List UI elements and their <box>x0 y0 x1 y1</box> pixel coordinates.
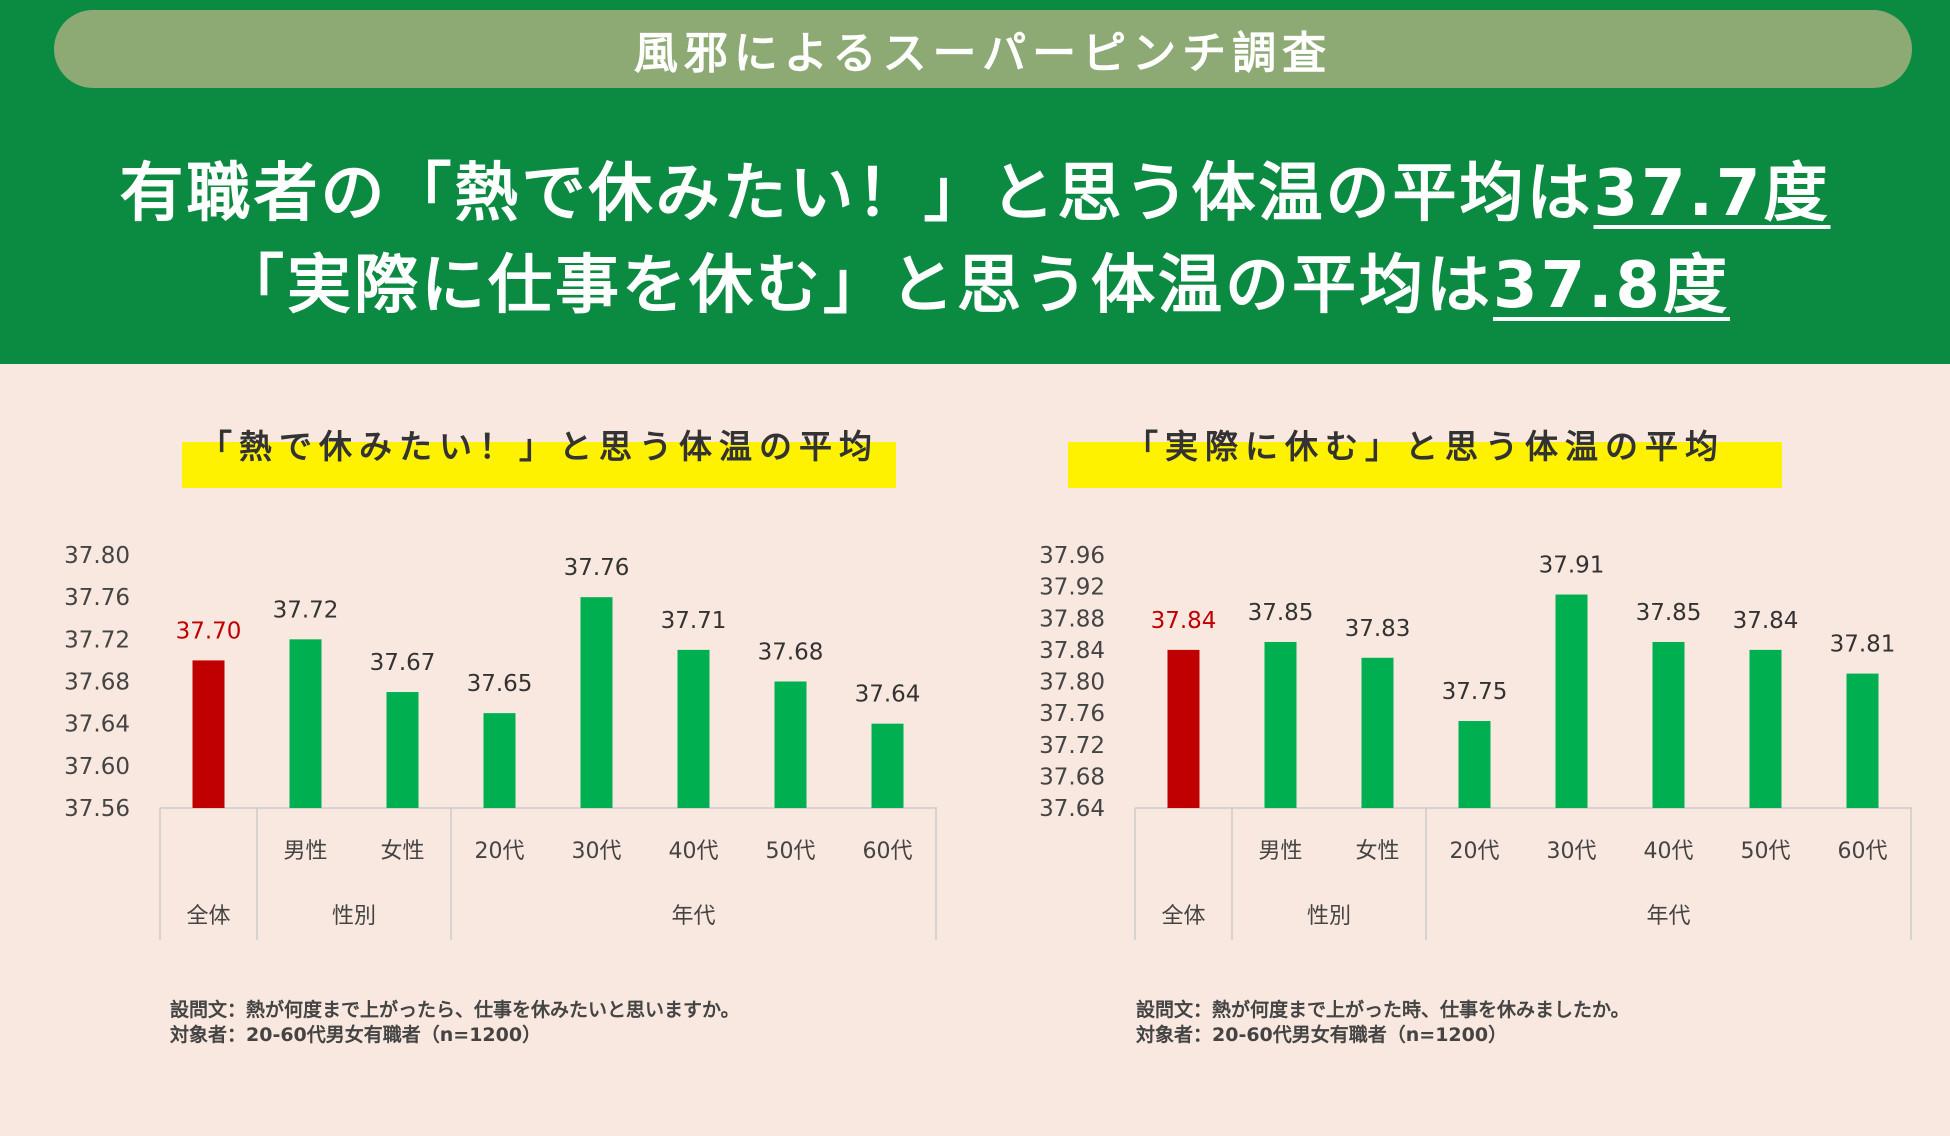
chart-2-title: 「実際に休む」と思う体温の平均 <box>1068 430 1782 488</box>
data-label: 37.85 <box>1636 600 1702 626</box>
chart-2: 37.96 37.92 37.88 37.84 37.80 37.76 37.72 37.68… <box>1039 543 1912 940</box>
y-tick-label: 37.80 <box>1039 670 1105 696</box>
group-label: 年代 <box>671 904 715 929</box>
bar <box>871 723 904 808</box>
bar <box>1749 649 1782 808</box>
data-label: 37.65 <box>467 671 533 697</box>
x-tick-label: 40代 <box>669 839 719 864</box>
footnote-1-target: 対象者：20-60代男女有職者（n=1200） <box>170 1024 542 1046</box>
bar <box>192 660 225 808</box>
x-tick-label: 50代 <box>766 839 816 864</box>
bar <box>386 692 419 808</box>
bar <box>1846 673 1879 808</box>
y-tick-label: 37.72 <box>64 627 130 653</box>
bar <box>1555 594 1588 808</box>
group-label: 全体 <box>186 904 230 929</box>
data-label: 37.75 <box>1442 679 1508 705</box>
headline-2-value: 37.8度 <box>1493 249 1730 323</box>
x-tick-label: 30代 <box>572 839 622 864</box>
headline-line-1: 有職者の「熱で休みたい！」と思う体温の平均は37.7度 <box>0 142 1950 234</box>
y-tick-label: 37.60 <box>64 754 130 780</box>
y-tick-label: 37.96 <box>1039 543 1105 569</box>
data-label: 37.71 <box>661 608 727 634</box>
chart-2-title-text: 「実際に休む」と思う体温の平均 <box>1125 427 1725 466</box>
y-tick-label: 37.80 <box>64 543 130 569</box>
group-label: 性別 <box>1307 904 1351 929</box>
group-label: 全体 <box>1161 904 1205 929</box>
x-tick-label: 60代 <box>1838 839 1888 864</box>
chart-1-title-text: 「熱で休みたい！」と思う体温の平均 <box>199 427 879 466</box>
y-tick-label: 37.84 <box>1039 638 1105 664</box>
x-tick-label: 60代 <box>863 839 913 864</box>
x-tick-label: 女性 <box>380 839 424 864</box>
y-tick-label: 37.64 <box>1039 796 1105 822</box>
data-label: 37.84 <box>1733 608 1799 634</box>
data-label: 37.83 <box>1345 616 1411 642</box>
x-tick-label: 女性 <box>1355 839 1399 864</box>
x-tick-label: 30代 <box>1547 839 1597 864</box>
survey-title-pill: 風邪によるスーパーピンチ調査 <box>54 10 1912 88</box>
x-tick-label: 20代 <box>1450 839 1500 864</box>
x-tick-label: 男性 <box>283 839 327 864</box>
data-label: 37.72 <box>273 597 339 623</box>
y-tick-label: 37.68 <box>1039 764 1105 790</box>
footnote-1-question: 設問文：熱が何度まで上がったら、仕事を休みたいと思いますか。 <box>170 999 740 1021</box>
y-tick-label: 37.76 <box>64 585 130 611</box>
y-tick-label: 37.76 <box>1039 701 1105 727</box>
data-label: 37.68 <box>758 640 824 666</box>
y-tick-label: 37.88 <box>1039 606 1105 632</box>
data-label: 37.76 <box>564 555 630 581</box>
footnote-1: 設問文：熱が何度まで上がったら、仕事を休みたいと思いますか。 対象者：20-60… <box>170 998 740 1048</box>
chart-1: 37.80 37.76 37.72 37.68 37.64 37.60 37.56 37.70… <box>64 543 937 940</box>
y-tick-label: 37.64 <box>64 712 130 738</box>
x-tick-label: 50代 <box>1741 839 1791 864</box>
bar <box>1167 649 1200 808</box>
bar <box>1361 657 1394 808</box>
y-tick-label: 37.92 <box>1039 575 1105 601</box>
x-tick-label: 男性 <box>1258 839 1302 864</box>
header-banner: 風邪によるスーパーピンチ調査 有職者の「熱で休みたい！」と思う体温の平均は37.… <box>0 0 1950 364</box>
chart-1-title: 「熱で休みたい！」と思う体温の平均 <box>182 430 896 488</box>
y-tick-label: 37.56 <box>64 796 130 822</box>
headline-1-text: 有職者の「熱で休みたい！」と思う体温の平均は <box>119 157 1594 231</box>
group-label: 性別 <box>332 904 376 929</box>
bar <box>1458 721 1491 808</box>
y-tick-label: 37.72 <box>1039 733 1105 759</box>
bar <box>289 639 322 808</box>
bar <box>580 597 613 808</box>
headline-2-text: 「実際に仕事を休む」と思う体温の平均は <box>220 249 1494 323</box>
data-label: 37.85 <box>1248 600 1314 626</box>
x-tick-label: 40代 <box>1644 839 1694 864</box>
data-label: 37.84 <box>1151 608 1217 634</box>
footnote-2: 設問文：熱が何度まで上がった時、仕事を休みましたか。 対象者：20-60代男女有… <box>1136 998 1630 1048</box>
y-tick-label: 37.68 <box>64 670 130 696</box>
data-label: 37.70 <box>176 618 242 644</box>
data-label: 37.64 <box>855 682 921 708</box>
footnote-2-target: 対象者：20-60代男女有職者（n=1200） <box>1136 1024 1508 1046</box>
bar <box>1264 641 1297 808</box>
data-label: 37.67 <box>370 650 436 676</box>
bar <box>1652 641 1685 808</box>
bar <box>774 681 807 808</box>
headline-line-2: 「実際に仕事を休む」と思う体温の平均は37.8度 <box>0 234 1950 326</box>
footnote-2-question: 設問文：熱が何度まで上がった時、仕事を休みましたか。 <box>1136 999 1630 1021</box>
bar <box>483 713 516 808</box>
headline-1-value: 37.7度 <box>1593 157 1831 231</box>
group-label: 年代 <box>1646 904 1690 929</box>
bar <box>677 649 710 808</box>
data-label: 37.81 <box>1830 632 1896 658</box>
x-tick-label: 20代 <box>475 839 525 864</box>
data-label: 37.91 <box>1539 553 1605 579</box>
